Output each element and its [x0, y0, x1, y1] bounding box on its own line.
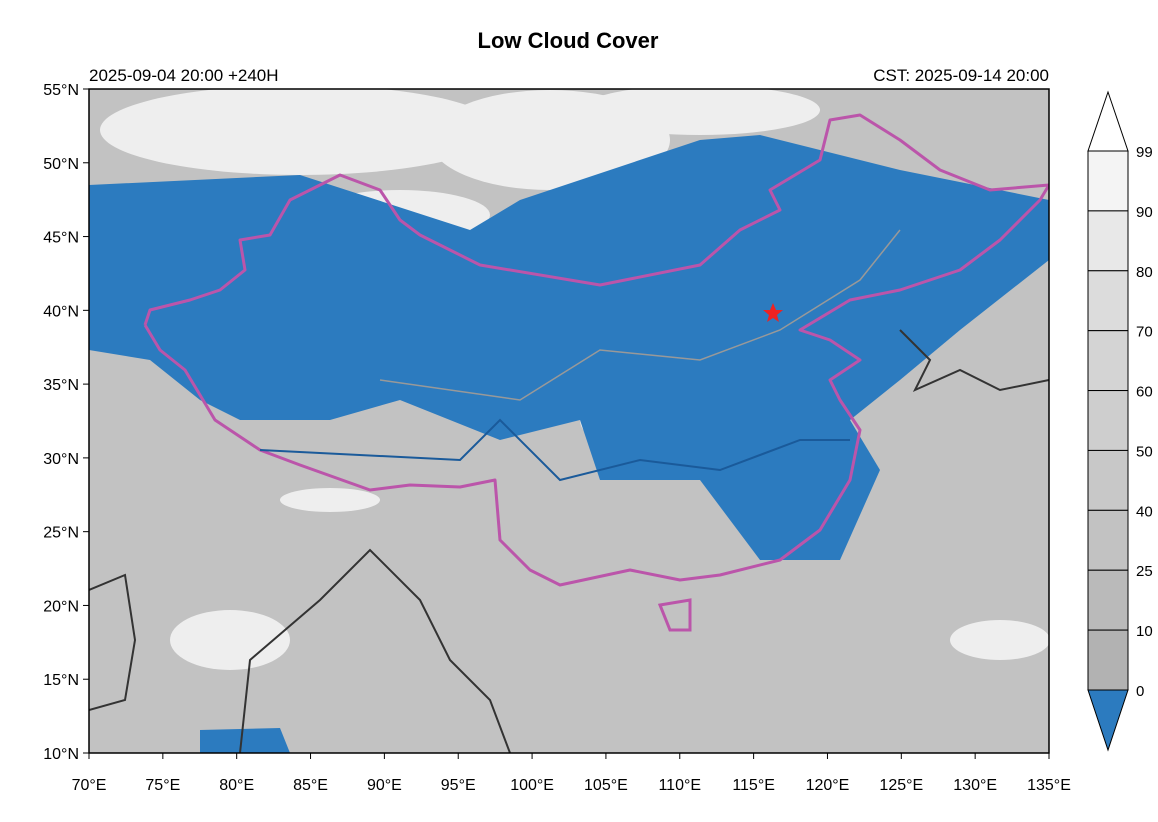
lat-label: 55°N	[43, 82, 79, 99]
colorbar-box	[1087, 210, 1129, 272]
colorbar-top	[1087, 90, 1129, 152]
colorbar-label: 60	[1136, 384, 1153, 401]
colorbar-box	[1087, 569, 1129, 631]
colorbar: 99 90 80 70 60 50 40 25 10 0	[1087, 90, 1153, 752]
coastline	[899, 329, 1049, 393]
lon-label: 75°E	[145, 777, 180, 794]
colorbar-label: 0	[1136, 683, 1144, 700]
lon-label: 95°E	[441, 777, 476, 794]
low-cloud-area	[200, 728, 290, 753]
lon-label: 135°E	[1027, 777, 1071, 794]
colorbar-label: 50	[1136, 443, 1153, 460]
coastline	[239, 548, 511, 753]
lon-label: 125°E	[879, 777, 923, 794]
province-lines	[379, 229, 901, 401]
colorbar-box	[1087, 330, 1129, 392]
lon-label: 105°E	[584, 777, 628, 794]
lat-label: 15°N	[43, 672, 79, 689]
lat-label: 50°N	[43, 156, 79, 173]
colorbar-box	[1087, 270, 1129, 332]
lon-label: 115°E	[732, 777, 775, 794]
border	[657, 598, 692, 632]
lon-label: 85°E	[293, 777, 328, 794]
lat-label: 30°N	[43, 451, 79, 468]
lon-label: 90°E	[367, 777, 402, 794]
colorbar-label: 40	[1136, 503, 1153, 520]
colorbar-box	[1087, 150, 1129, 212]
lon-label: 110°E	[658, 777, 701, 794]
border	[143, 113, 1049, 587]
lon-label: 70°E	[72, 777, 107, 794]
colorbar-bottom	[1087, 689, 1129, 752]
right-label: CST: 2025-09-14 20:00	[873, 66, 1049, 85]
map	[89, 89, 1049, 753]
left-label: 2025-09-04 20:00 +240H	[89, 66, 279, 85]
colorbar-label: 99	[1136, 144, 1153, 161]
lat-label: 45°N	[43, 230, 79, 247]
colorbar-label: 70	[1136, 324, 1153, 341]
colorbar-box	[1087, 449, 1129, 511]
coastline	[89, 573, 137, 711]
lat-label: 20°N	[43, 598, 79, 615]
colorbar-label: 10	[1136, 623, 1153, 640]
lon-label: 130°E	[953, 777, 997, 794]
lat-label: 10°N	[43, 746, 79, 763]
colorbar-label: 80	[1136, 264, 1153, 281]
low-cloud-area	[89, 135, 1049, 560]
colorbar-label: 25	[1136, 563, 1153, 580]
map-frame	[88, 88, 1050, 754]
colorbar-box	[1087, 509, 1129, 571]
title: Low Cloud Cover	[478, 28, 659, 53]
colorbar-box	[1087, 390, 1129, 451]
rivers	[259, 418, 850, 482]
lon-label: 120°E	[806, 777, 850, 794]
star-marker	[763, 303, 783, 322]
colorbar-box	[1087, 629, 1129, 691]
lat-label: 35°N	[43, 377, 79, 394]
lat-label: 25°N	[43, 525, 79, 542]
colorbar-label: 90	[1136, 204, 1153, 221]
lat-label: 40°N	[43, 303, 79, 320]
lon-label: 100°E	[510, 777, 554, 794]
lon-label: 80°E	[219, 777, 254, 794]
